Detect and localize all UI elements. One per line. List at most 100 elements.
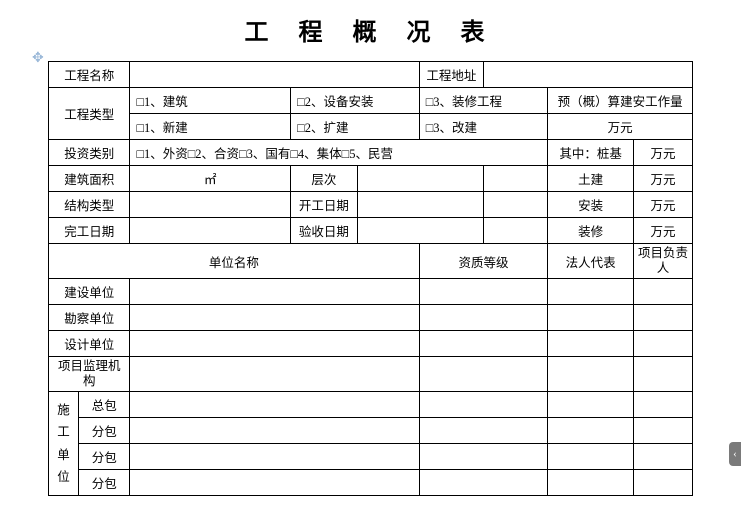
cell-main-qual	[419, 392, 548, 418]
cell-type-2-3: □3、改建	[419, 114, 548, 140]
cell-survey-unit-name	[130, 305, 419, 331]
cell-design-unit-name	[130, 331, 419, 357]
label-survey-unit: 勘察单位	[49, 305, 130, 331]
cell-build-unit-legal	[548, 279, 634, 305]
cell-supervise-unit-qual	[419, 357, 548, 392]
table-row: 分包	[49, 444, 693, 470]
label-proj-addr: 工程地址	[419, 62, 483, 88]
cell-survey-unit-legal	[548, 305, 634, 331]
label-proj-name: 工程名称	[49, 62, 130, 88]
label-legal-rep: 法人代表	[548, 244, 634, 279]
cell-decorate-val: 万元	[634, 218, 693, 244]
cell-invest-opts: □1、外资□2、合资□3、国有□4、集体□5、民营	[130, 140, 548, 166]
table-row: 工程类型 □1、建筑 □2、设备安装 □3、装修工程 预（概）算建安工作量	[49, 88, 693, 114]
label-sub-contract-1: 分包	[79, 418, 130, 444]
label-design-unit: 设计单位	[49, 331, 130, 357]
cell-proj-addr	[484, 62, 693, 88]
cell-main-leader	[634, 392, 693, 418]
label-proj-leader: 项目负责人	[634, 244, 693, 279]
label-build-area: 建筑面积	[49, 166, 130, 192]
label-budget: 预（概）算建安工作量	[548, 88, 693, 114]
cell-main-name	[130, 392, 419, 418]
cell-sub3-qual	[419, 470, 548, 496]
cell-design-unit-legal	[548, 331, 634, 357]
cell-design-unit-qual	[419, 331, 548, 357]
table-row: □1、新建 □2、扩建 □3、改建 万元	[49, 114, 693, 140]
cell-type-1-3: □3、装修工程	[419, 88, 548, 114]
table-row: 单位名称 资质等级 法人代表 项目负责人	[49, 244, 693, 279]
cell-type-2-1: □1、新建	[130, 114, 291, 140]
cell-type-2-2: □2、扩建	[291, 114, 420, 140]
cell-proj-name	[130, 62, 419, 88]
label-main-contract: 总包	[79, 392, 130, 418]
label-sub-contract-2: 分包	[79, 444, 130, 470]
cell-sub3-leader	[634, 470, 693, 496]
label-accept-date: 验收日期	[291, 218, 357, 244]
move-handle-icon[interactable]: ✥	[32, 50, 46, 64]
table-row: 项目监理机构	[49, 357, 693, 392]
label-install: 安装	[548, 192, 634, 218]
table-row: 结构类型 开工日期 安装 万元	[49, 192, 693, 218]
cell-build-unit-qual	[419, 279, 548, 305]
label-pile: 其中：桩基	[548, 140, 634, 166]
table-row: 分包	[49, 470, 693, 496]
label-unit-name: 单位名称	[49, 244, 420, 279]
page-title: 工 程 概 况 表	[0, 0, 741, 61]
cell-supervise-unit-legal	[548, 357, 634, 392]
table-row: 工程名称 工程地址	[49, 62, 693, 88]
cell-design-unit-leader	[634, 331, 693, 357]
cell-start-date	[357, 192, 483, 218]
cell-sub2-qual	[419, 444, 548, 470]
table-row: 投资类别 □1、外资□2、合资□3、国有□4、集体□5、民营 其中：桩基 万元	[49, 140, 693, 166]
label-floors: 层次	[291, 166, 357, 192]
cell-type-1-2: □2、设备安装	[291, 88, 420, 114]
label-constr-unit: 施工单位	[49, 392, 79, 496]
cell-accept-date	[357, 218, 483, 244]
cell-blank-2	[484, 192, 548, 218]
cell-main-legal	[548, 392, 634, 418]
cell-sub2-leader	[634, 444, 693, 470]
cell-civil-val: 万元	[634, 166, 693, 192]
label-build-unit: 建设单位	[49, 279, 130, 305]
cell-sub2-legal	[548, 444, 634, 470]
table-row: 勘察单位	[49, 305, 693, 331]
cell-sub1-name	[130, 418, 419, 444]
cell-blank-3	[484, 218, 548, 244]
cell-install-val: 万元	[634, 192, 693, 218]
cell-sub3-name	[130, 470, 419, 496]
project-overview-table: 工程名称 工程地址 工程类型 □1、建筑 □2、设备安装 □3、装修工程 预（概…	[48, 61, 693, 496]
cell-supervise-unit-leader	[634, 357, 693, 392]
table-container: 工程名称 工程地址 工程类型 □1、建筑 □2、设备安装 □3、装修工程 预（概…	[0, 61, 741, 496]
cell-type-1-1: □1、建筑	[130, 88, 291, 114]
table-row: 完工日期 验收日期 装修 万元	[49, 218, 693, 244]
label-start-date: 开工日期	[291, 192, 357, 218]
cell-sub3-legal	[548, 470, 634, 496]
label-supervise-unit: 项目监理机构	[49, 357, 130, 392]
cell-build-unit-name	[130, 279, 419, 305]
cell-supervise-unit-name	[130, 357, 419, 392]
label-civil: 土建	[548, 166, 634, 192]
label-struct-type: 结构类型	[49, 192, 130, 218]
label-decorate: 装修	[548, 218, 634, 244]
table-row: 设计单位	[49, 331, 693, 357]
cell-blank-1	[484, 166, 548, 192]
cell-build-unit-leader	[634, 279, 693, 305]
cell-budget-val: 万元	[548, 114, 693, 140]
cell-floors	[357, 166, 483, 192]
label-qual-level: 资质等级	[419, 244, 548, 279]
cell-struct-type	[130, 192, 291, 218]
cell-sub1-leader	[634, 418, 693, 444]
cell-sub2-name	[130, 444, 419, 470]
cell-survey-unit-qual	[419, 305, 548, 331]
label-sub-contract-3: 分包	[79, 470, 130, 496]
cell-pile-val: 万元	[634, 140, 693, 166]
label-finish-date: 完工日期	[49, 218, 130, 244]
table-row: 建筑面积 ㎡ 层次 土建 万元	[49, 166, 693, 192]
cell-finish-date	[130, 218, 291, 244]
expand-tab-icon[interactable]: ‹	[729, 442, 741, 466]
cell-m-unit: ㎡	[130, 166, 291, 192]
label-invest-type: 投资类别	[49, 140, 130, 166]
cell-survey-unit-leader	[634, 305, 693, 331]
cell-sub1-legal	[548, 418, 634, 444]
table-row: 建设单位	[49, 279, 693, 305]
